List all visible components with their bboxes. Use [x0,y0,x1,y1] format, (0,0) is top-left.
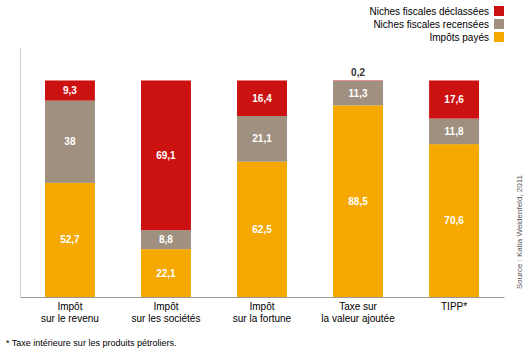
bar [45,80,95,100]
data-label: 16,4 [252,93,272,104]
x-tick-label-line: Impôt [249,301,274,312]
legend: Niches fiscales déclassées Niches fiscale… [370,6,505,43]
bars [45,80,479,297]
bar [237,116,287,162]
data-labels: 52,7 22,1 62,5 88,5 70,6 38 8,8 21,1 11,3 11,8 9,3… [60,67,464,278]
data-label: 11,3 [349,88,368,99]
x-tick: Impôtsur la fortune [233,301,292,324]
x-tick-label: Impôtsur la fortune [233,301,292,324]
legend-swatch [494,32,504,42]
y-axis-line [20,49,21,298]
x-tick-label-line: sur les sociétés [132,313,201,324]
data-label: 22,1 [156,268,176,279]
x-tick-label: Impôtsur les sociétés [132,301,201,324]
data-label: 52,7 [60,234,80,245]
bar [45,101,95,183]
data-label: 8,8 [159,234,173,245]
x-tick: Impôtsur les sociétés [132,301,201,324]
x-axis-line [21,297,505,298]
data-label: 88,5 [348,196,368,207]
bar [429,80,479,118]
x-tick-label-line: Impôt [153,301,178,312]
data-label: 0,2 [351,67,365,78]
legend-label: Niches fiscales déclassées [370,6,490,17]
legend-item: Niches fiscales recensées [373,19,504,30]
x-tick-label-line: la valeur ajoutée [321,313,395,324]
x-tick-label-line: Impôt [57,301,82,312]
legend-item: Niches fiscales déclassées [370,6,505,17]
bar-series [45,80,479,230]
x-tick-label: Impôtsur le revenu [41,301,99,324]
bar-series [45,105,479,297]
legend-item: Impôts payés [430,32,504,43]
bar [141,230,191,249]
bar [429,119,479,145]
bar [141,249,191,297]
x-tick-label-line: TIPP* [441,301,467,312]
data-label: 21,1 [252,133,272,144]
bar [429,144,479,297]
x-tick: TIPP* [441,301,467,312]
bar [333,105,383,297]
legend-swatch [494,19,504,29]
data-label: 38 [64,136,76,147]
x-tick-label-line: sur la fortune [233,313,292,324]
x-tick: Taxe surla valeur ajoutée [321,301,395,324]
footnote: * Taxe intérieure sur les produits pétro… [6,338,176,348]
data-label: 70,6 [444,215,464,226]
x-tick-label: Taxe surla valeur ajoutée [321,301,395,324]
legend-label: Impôts payés [430,32,489,43]
x-tick: Impôtsur le revenu [41,301,99,324]
bar [333,80,383,81]
bar [237,162,287,297]
source: Source : Katia Weidenfeld, 2011 [515,174,524,289]
chart: Impôtsur le revenuImpôtsur les sociétésI… [0,0,528,351]
x-tick-label-line: sur le revenu [41,313,99,324]
data-label: 69,1 [156,150,176,161]
bar [45,183,95,297]
x-tick-label-line: Taxe sur [339,301,377,312]
data-label: 17,6 [444,94,464,105]
legend-label: Niches fiscales recensées [373,19,489,30]
data-label: 11,8 [445,126,464,137]
legend-swatch [494,6,504,16]
x-tick-label: TIPP* [441,301,467,312]
x-axis: Impôtsur le revenuImpôtsur les sociétésI… [21,298,505,324]
bar [141,80,191,230]
bar-series [45,81,479,249]
data-label: 62,5 [252,224,272,235]
y-axis [20,49,21,298]
data-label: 9,3 [63,85,77,96]
bar [237,80,287,116]
bar [333,81,383,105]
